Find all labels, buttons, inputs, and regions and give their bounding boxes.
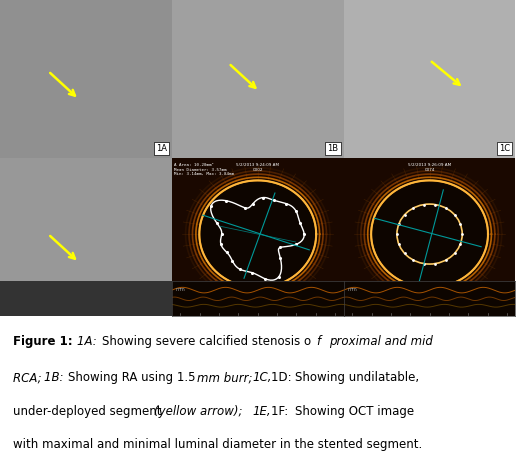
Point — [276, 244, 284, 251]
Point — [456, 220, 464, 228]
Point — [223, 248, 231, 256]
Point — [458, 230, 466, 238]
Point — [393, 230, 401, 238]
Bar — [248, 299, 267, 310]
Point — [400, 250, 409, 257]
Point — [442, 204, 450, 212]
Text: Figure 1:: Figure 1: — [13, 335, 77, 348]
Point — [456, 240, 464, 248]
Point — [296, 219, 304, 227]
Text: 1E,: 1E, — [252, 404, 271, 418]
Point — [395, 240, 403, 248]
Point — [249, 200, 257, 208]
Point — [213, 219, 221, 227]
Point — [240, 204, 249, 211]
Point — [282, 200, 291, 208]
Point — [409, 204, 417, 212]
Text: 5/2/2013 9:26:09 AM
0074: 5/2/2013 9:26:09 AM 0074 — [408, 163, 451, 172]
Point — [217, 240, 225, 248]
Circle shape — [373, 182, 486, 286]
Point — [400, 211, 409, 219]
Point — [409, 256, 417, 264]
Text: mm: mm — [347, 287, 357, 292]
Point — [395, 220, 403, 228]
Text: mm: mm — [175, 287, 185, 292]
Point — [431, 201, 439, 209]
Text: proximal and mid: proximal and mid — [329, 335, 433, 348]
Text: 1F: 1F — [500, 302, 510, 311]
Point — [222, 197, 231, 204]
Text: 1C,: 1C, — [252, 372, 272, 384]
Text: 1D: 1D — [155, 302, 167, 311]
Text: RCA;: RCA; — [13, 372, 45, 384]
Text: 1F:: 1F: — [271, 404, 292, 418]
Point — [261, 275, 269, 283]
Point — [248, 269, 256, 276]
Text: Showing OCT image: Showing OCT image — [295, 404, 414, 418]
Text: 1C: 1C — [499, 144, 510, 153]
Point — [270, 197, 279, 204]
Text: f: f — [317, 335, 325, 348]
Text: A Area: 10.20mm²
Mean Diameter: 3.57mm
Min: 3.14mm, Max: 3.84mm: A Area: 10.20mm² Mean Diameter: 3.57mm M… — [173, 163, 234, 176]
Point — [236, 265, 244, 273]
Point — [450, 250, 459, 257]
Text: 1B: 1B — [327, 144, 338, 153]
Point — [431, 260, 439, 267]
Circle shape — [201, 182, 314, 286]
Point — [420, 201, 428, 209]
Point — [276, 254, 284, 262]
Text: Showing severe calcified stenosis o: Showing severe calcified stenosis o — [102, 335, 311, 348]
Point — [260, 194, 268, 201]
Text: under-deployed segment: under-deployed segment — [13, 404, 165, 418]
Point — [292, 241, 300, 248]
Text: 1A:: 1A: — [77, 335, 101, 348]
Point — [450, 211, 459, 219]
Text: 5/2/2013 9:24:09 AM
0002: 5/2/2013 9:24:09 AM 0002 — [236, 163, 279, 172]
Text: with maximal and minimal luminal diameter in the stented segment.: with maximal and minimal luminal diamete… — [13, 438, 422, 451]
Point — [420, 260, 428, 267]
Circle shape — [399, 206, 460, 263]
Point — [218, 230, 226, 238]
Text: 1E: 1E — [328, 302, 338, 311]
Text: Showing undilatable,: Showing undilatable, — [295, 372, 420, 384]
Text: Showing RA using 1.5: Showing RA using 1.5 — [68, 372, 199, 384]
Point — [228, 257, 236, 265]
Point — [442, 256, 450, 264]
Point — [292, 208, 300, 215]
Bar — [420, 299, 439, 310]
Text: (yellow arrow);: (yellow arrow); — [154, 404, 246, 418]
Text: 1D:: 1D: — [271, 372, 295, 384]
Point — [275, 273, 283, 281]
Text: 1A: 1A — [156, 144, 167, 153]
Point — [300, 230, 308, 238]
Point — [207, 203, 215, 210]
Text: 1B:: 1B: — [43, 372, 67, 384]
Text: mm burr;: mm burr; — [197, 372, 256, 384]
